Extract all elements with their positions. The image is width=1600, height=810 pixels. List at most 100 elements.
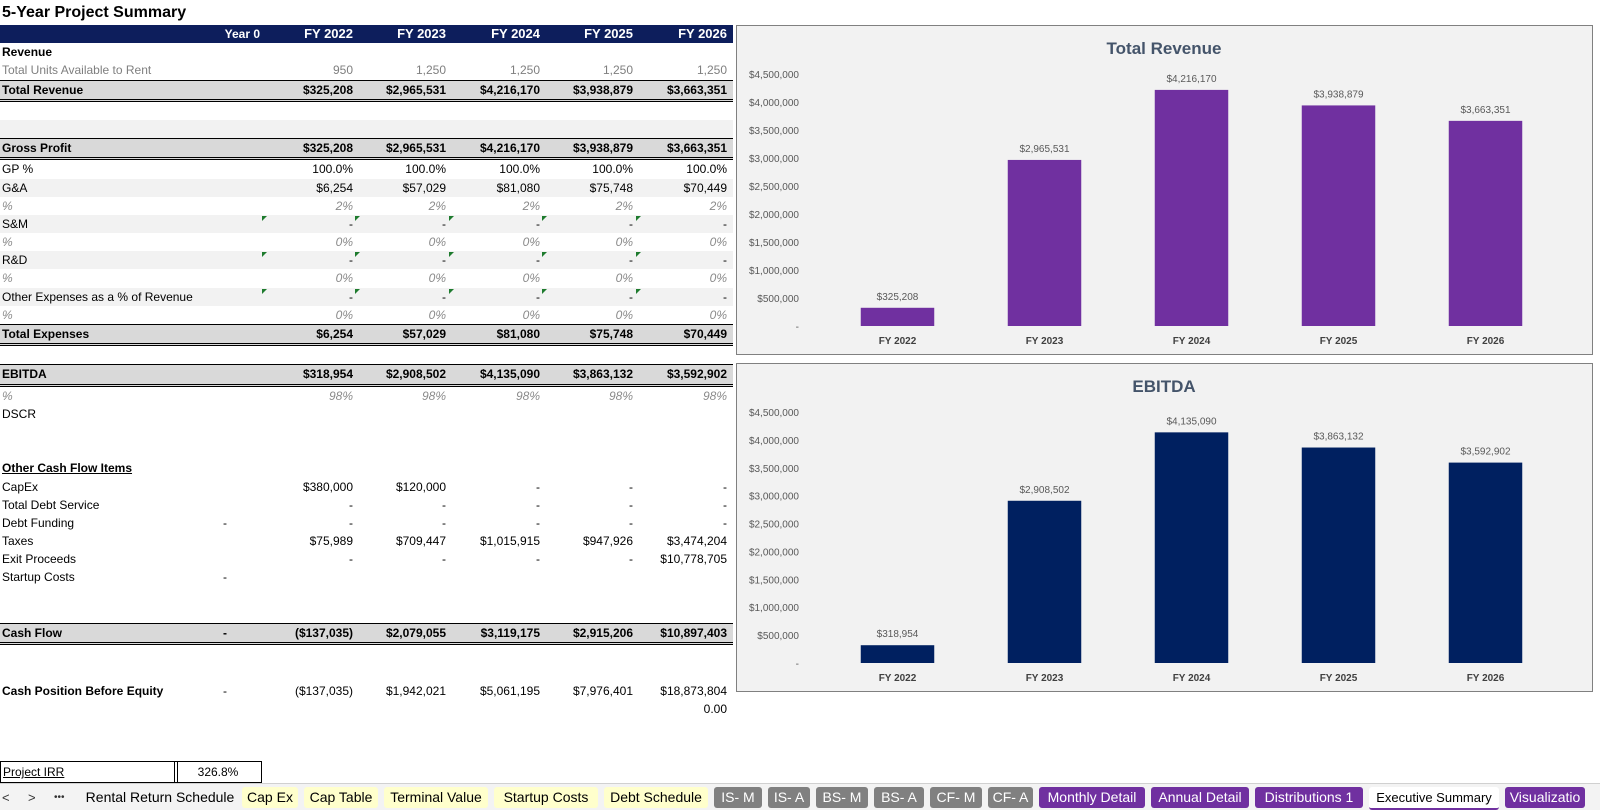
table-cell[interactable]: $709,447 <box>395 534 446 549</box>
table-cell[interactable]: 0% <box>615 307 633 322</box>
table-cell[interactable]: 0% <box>428 271 446 286</box>
table-cell[interactable]: 0% <box>335 235 353 250</box>
sheet-tab[interactable]: Annual Detail <box>1151 787 1249 808</box>
table-cell[interactable]: 0% <box>615 271 633 286</box>
table-cell[interactable]: - <box>723 479 727 494</box>
row-label[interactable]: DSCR <box>2 406 37 421</box>
table-cell[interactable]: $3,119,175 <box>480 626 540 640</box>
table-cell[interactable]: $2,965,531 <box>385 141 446 156</box>
table-cell[interactable]: $4,216,170 <box>479 141 540 156</box>
table-cell[interactable]: - <box>223 683 227 698</box>
table-cell[interactable]: $3,663,351 <box>666 82 727 97</box>
sheet-tab[interactable]: Terminal Value <box>384 787 488 808</box>
row-label[interactable]: Debt Funding <box>2 515 75 530</box>
table-cell[interactable]: - <box>349 515 353 530</box>
table-cell[interactable]: $4,135,090 <box>479 367 540 382</box>
row-label[interactable]: Taxes <box>2 534 34 549</box>
table-cell[interactable]: $3,474,204 <box>666 534 727 549</box>
table-cell[interactable]: $120,000 <box>395 479 446 494</box>
table-cell[interactable]: - <box>536 552 540 567</box>
sheet-tab[interactable]: Distributions 1 <box>1255 787 1363 808</box>
row-label[interactable]: % <box>2 388 13 403</box>
sheet-tab[interactable]: IS- A <box>768 787 810 808</box>
sheet-tab[interactable]: BS- A <box>874 787 924 808</box>
row-label[interactable]: Total Debt Service <box>2 497 100 512</box>
table-cell[interactable]: 100.0% <box>312 162 353 177</box>
table-cell[interactable]: ($137,035) <box>294 626 353 640</box>
row-label[interactable]: Other Expenses as a % of Revenue <box>2 289 193 304</box>
table-cell[interactable]: - <box>442 552 446 567</box>
table-cell[interactable]: ($137,035) <box>294 683 353 698</box>
table-cell[interactable]: $81,080 <box>496 180 540 195</box>
table-cell[interactable]: $7,976,401 <box>572 683 633 698</box>
table-cell[interactable]: $70,449 <box>683 327 727 341</box>
row-label[interactable]: Total Revenue <box>2 82 84 97</box>
table-cell[interactable]: $5,061,195 <box>479 683 540 698</box>
header-fy2023[interactable]: FY 2023 <box>397 26 446 41</box>
table-cell[interactable]: 2% <box>428 198 446 213</box>
table-cell[interactable]: $81,080 <box>496 327 540 341</box>
table-cell[interactable]: $3,592,902 <box>666 367 727 382</box>
table-cell[interactable]: 0% <box>522 307 540 322</box>
table-cell[interactable]: $318,954 <box>302 367 353 382</box>
table-cell[interactable]: - <box>536 253 540 268</box>
sheet-tab[interactable]: Debt Schedule <box>604 787 708 808</box>
table-cell[interactable]: $75,748 <box>589 180 633 195</box>
table-cell[interactable]: - <box>723 253 727 268</box>
header-fy2026[interactable]: FY 2026 <box>678 26 727 41</box>
table-cell[interactable]: - <box>349 289 353 304</box>
table-cell[interactable]: 0% <box>522 235 540 250</box>
table-cell[interactable]: 1,250 <box>415 63 446 78</box>
table-cell[interactable]: 1,250 <box>602 63 633 78</box>
table-cell[interactable]: $325,208 <box>302 82 353 97</box>
sheet-tab[interactable]: Monthly Detail <box>1039 787 1145 808</box>
prev-sheet-button[interactable]: < <box>2 790 10 805</box>
table-cell[interactable]: 98% <box>702 388 727 403</box>
table-cell[interactable]: 950 <box>332 63 353 78</box>
sheet-tab[interactable]: BS- M <box>816 787 868 808</box>
table-cell[interactable]: - <box>629 289 633 304</box>
table-cell[interactable]: $75,748 <box>589 327 633 341</box>
table-cell[interactable]: $6,254 <box>316 327 353 341</box>
table-cell[interactable]: $2,908,502 <box>385 367 446 382</box>
table-cell[interactable]: - <box>629 552 633 567</box>
table-cell[interactable]: 0% <box>709 271 727 286</box>
row-label[interactable]: Cash Flow <box>2 626 63 640</box>
row-label[interactable]: Other Cash Flow Items <box>2 461 133 476</box>
table-cell[interactable]: 0% <box>428 235 446 250</box>
table-cell[interactable]: - <box>629 253 633 268</box>
sheet-tab[interactable]: Visualizatio <box>1505 787 1585 808</box>
table-cell[interactable]: $3,938,879 <box>572 141 633 156</box>
header-fy2025[interactable]: FY 2025 <box>584 26 633 41</box>
table-cell[interactable]: 0% <box>428 307 446 322</box>
table-cell[interactable]: 2% <box>709 198 727 213</box>
table-cell[interactable]: - <box>629 515 633 530</box>
header-year0[interactable]: Year 0 <box>224 27 260 41</box>
table-cell[interactable]: - <box>442 497 446 512</box>
sheet-tab[interactable]: CF- M <box>930 787 982 808</box>
table-cell[interactable]: - <box>536 216 540 231</box>
table-cell[interactable]: - <box>536 515 540 530</box>
table-cell[interactable]: $325,208 <box>302 141 353 156</box>
table-cell[interactable]: - <box>442 515 446 530</box>
header-fy2024[interactable]: FY 2024 <box>491 26 540 41</box>
table-cell[interactable]: 0% <box>709 235 727 250</box>
row-label[interactable]: % <box>2 307 13 322</box>
more-sheets-button[interactable]: ••• <box>54 792 65 803</box>
table-cell[interactable]: - <box>629 479 633 494</box>
sheet-tab[interactable]: Startup Costs <box>494 787 598 808</box>
table-cell[interactable]: - <box>723 497 727 512</box>
row-label[interactable]: Total Expenses <box>2 327 90 341</box>
table-cell[interactable]: $2,915,206 <box>572 626 633 640</box>
table-cell[interactable]: 98% <box>421 388 446 403</box>
table-cell[interactable]: $4,216,170 <box>479 82 540 97</box>
row-label[interactable]: R&D <box>2 253 28 268</box>
table-cell[interactable]: - <box>349 552 353 567</box>
sheet-tab[interactable]: Cap Ex <box>242 787 298 808</box>
table-cell[interactable]: $3,663,351 <box>666 141 727 156</box>
row-label[interactable]: Exit Proceeds <box>2 552 77 567</box>
table-cell[interactable]: - <box>442 253 446 268</box>
sheet-tab[interactable]: Cap Table <box>304 787 378 808</box>
table-cell[interactable]: 98% <box>515 388 540 403</box>
table-cell[interactable]: - <box>349 497 353 512</box>
